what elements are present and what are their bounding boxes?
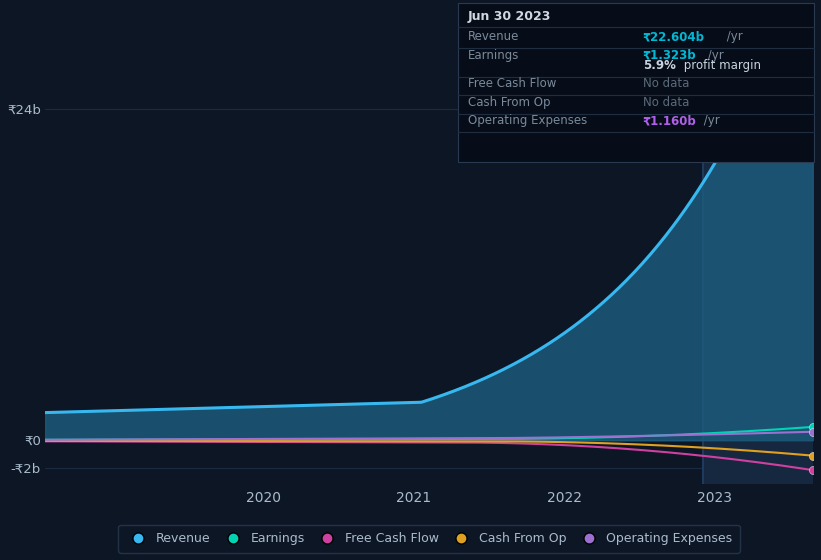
Text: No data: No data — [643, 96, 689, 109]
Text: Earnings: Earnings — [468, 49, 520, 62]
Text: /yr: /yr — [700, 114, 720, 127]
Text: /yr: /yr — [723, 30, 743, 43]
Text: Jun 30 2023: Jun 30 2023 — [468, 10, 552, 22]
Text: Free Cash Flow: Free Cash Flow — [468, 77, 557, 90]
Text: Operating Expenses: Operating Expenses — [468, 114, 587, 127]
Text: Revenue: Revenue — [468, 30, 520, 43]
Text: profit margin: profit margin — [680, 59, 761, 72]
Point — [806, 427, 819, 436]
Text: ₹22.604b: ₹22.604b — [643, 30, 705, 43]
Point — [806, 422, 819, 431]
Text: /yr: /yr — [704, 49, 724, 62]
Bar — [703, 81, 813, 484]
Text: 5.9%: 5.9% — [643, 59, 676, 72]
Text: ₹1.160b: ₹1.160b — [643, 114, 696, 127]
Text: ₹1.323b: ₹1.323b — [643, 49, 696, 62]
Text: Cash From Op: Cash From Op — [468, 96, 550, 109]
Legend: Revenue, Earnings, Free Cash Flow, Cash From Op, Operating Expenses: Revenue, Earnings, Free Cash Flow, Cash … — [118, 525, 740, 553]
Point — [806, 451, 819, 460]
Point — [806, 118, 819, 127]
Point — [806, 466, 819, 475]
Text: No data: No data — [643, 77, 689, 90]
